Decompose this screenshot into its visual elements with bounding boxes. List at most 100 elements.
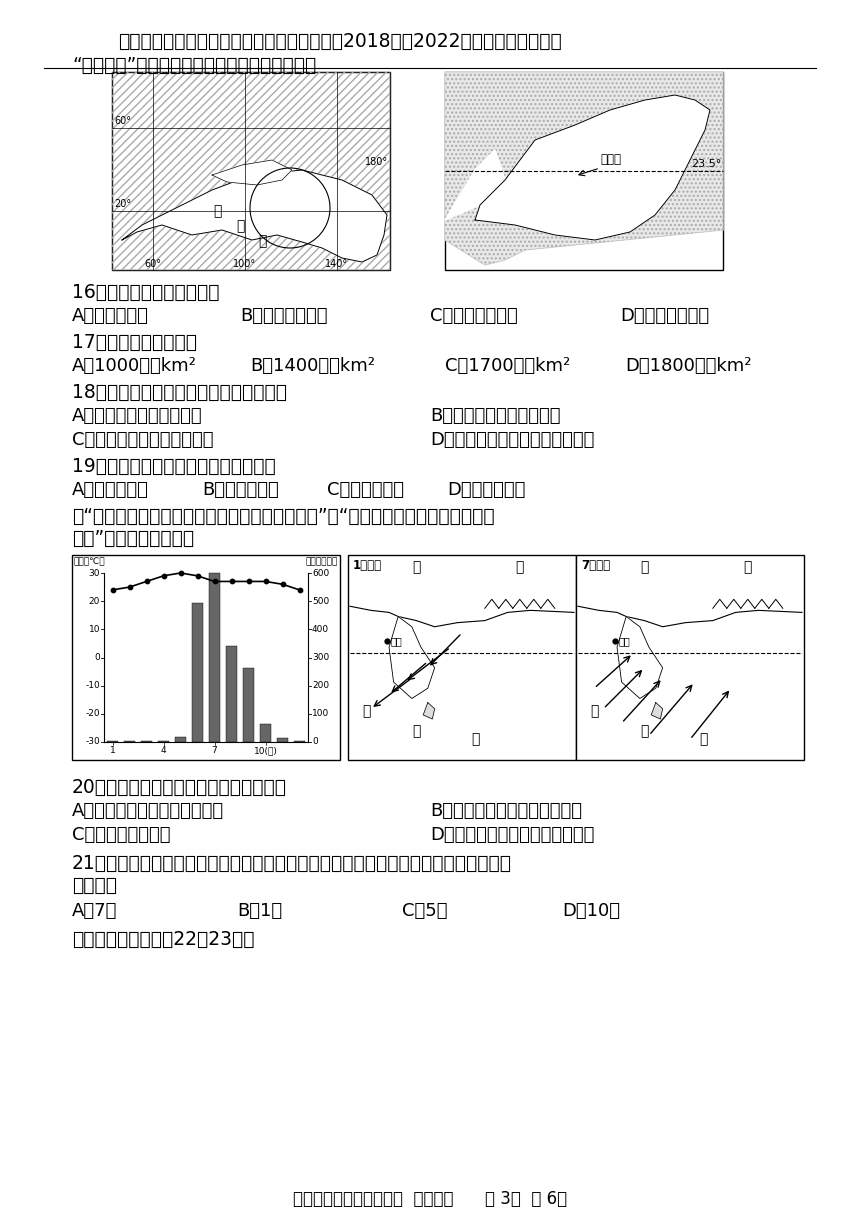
Text: 30: 30 — [89, 569, 100, 577]
Bar — [260, 724, 271, 742]
Text: 1月风向: 1月风向 — [353, 559, 382, 572]
Text: 400: 400 — [312, 625, 329, 634]
Text: -10: -10 — [85, 682, 100, 690]
Text: 140°: 140° — [325, 259, 348, 269]
Text: A．风能和水能: A．风能和水能 — [72, 307, 149, 324]
Point — [224, 572, 238, 592]
Text: 20．关于南亚气候特征的叙述，正确的是: 20．关于南亚气候特征的叙述，正确的是 — [72, 778, 287, 797]
Text: A．航空、铁路: A．航空、铁路 — [72, 481, 149, 499]
Text: 亚: 亚 — [412, 560, 421, 573]
Text: 七年级期末教学水平监测  地理试题      第 3页  共 6页: 七年级期末教学水平监测 地理试题 第 3页 共 6页 — [293, 1189, 567, 1208]
Text: 300: 300 — [312, 652, 329, 662]
Point — [275, 575, 289, 594]
Polygon shape — [445, 72, 723, 265]
Polygon shape — [445, 149, 505, 220]
Text: B．公路、海运: B．公路、海运 — [202, 481, 279, 499]
Polygon shape — [651, 702, 663, 719]
Point — [292, 581, 306, 600]
Text: D．铁路、公路: D．铁路、公路 — [447, 481, 525, 499]
Text: A．当地居民主要使用英语: A．当地居民主要使用英语 — [72, 407, 203, 425]
Polygon shape — [122, 170, 387, 262]
Text: 600: 600 — [312, 569, 329, 577]
Text: 世界杯足球赛是影响力最大的单项体育赛事，2018年与2022年将分别在俄罗斯和: 世界杯足球赛是影响力最大的单项体育赛事，2018年与2022年将分别在俄罗斯和 — [118, 32, 562, 51]
Text: 降水（毫米）: 降水（毫米） — [306, 556, 338, 566]
Text: C．石油和天然气: C．石油和天然气 — [430, 307, 518, 324]
Text: 4: 4 — [161, 746, 166, 755]
Point — [157, 566, 170, 586]
Text: 罗: 罗 — [236, 219, 244, 233]
Text: 洋: 洋 — [471, 733, 480, 746]
Text: 10: 10 — [89, 625, 100, 634]
Text: A．7月: A．7月 — [72, 902, 117, 920]
Text: 孟买: 孟买 — [390, 637, 402, 646]
Text: 17．俄罗斯国土面积是: 17．俄罗斯国土面积是 — [72, 333, 197, 352]
Text: D．水资源分配合理促进地区和平: D．水资源分配合理促进地区和平 — [430, 431, 594, 450]
Bar — [348, 555, 576, 761]
Text: D．西南季风给南亚带来丰沛降水: D．西南季风给南亚带来丰沛降水 — [430, 826, 594, 844]
Text: 500: 500 — [312, 597, 329, 605]
Bar — [576, 555, 804, 761]
Bar — [192, 603, 203, 742]
Bar — [445, 72, 723, 270]
Text: 1: 1 — [109, 746, 115, 755]
Text: 20: 20 — [89, 597, 100, 605]
Text: 洲: 洲 — [515, 560, 523, 573]
Polygon shape — [212, 160, 292, 185]
Text: 印: 印 — [362, 703, 371, 718]
Text: -20: -20 — [85, 710, 100, 718]
Text: D．10月: D．10月 — [562, 902, 620, 920]
Text: D．1800多万km²: D．1800多万km² — [625, 357, 752, 375]
Text: 10(月): 10(月) — [254, 746, 278, 755]
Bar — [209, 573, 220, 742]
Text: -30: -30 — [85, 738, 100, 746]
Text: 18．关于卡塔尔所在区域，叙述正确的是: 18．关于卡塔尔所在区域，叙述正确的是 — [72, 383, 287, 402]
Text: 洲: 洲 — [743, 560, 751, 573]
Text: C．雨季吹东北季风: C．雨季吹东北季风 — [72, 826, 170, 844]
Point — [174, 564, 187, 583]
Text: 斯: 斯 — [258, 234, 267, 248]
Text: B．1月: B．1月 — [237, 902, 282, 920]
Text: 23.5°: 23.5° — [691, 159, 721, 169]
Text: 21．孟买每年都会遭受热浪和高温的袭击，严重时会危及人的生命安全，这种现象最可: 21．孟买每年都会遭受热浪和高温的袭击，严重时会危及人的生命安全，这种现象最可 — [72, 854, 512, 874]
Text: 俄: 俄 — [212, 204, 221, 217]
Text: 60°: 60° — [144, 259, 162, 269]
Bar — [72, 555, 340, 761]
Text: 读“孟买各月气温和降水量月份分配图（下左图）”和“南亚一月、七月风向图（下右: 读“孟买各月气温和降水量月份分配图（下左图）”和“南亚一月、七月风向图（下右 — [72, 507, 494, 526]
Text: C．1700多万km²: C．1700多万km² — [445, 357, 570, 375]
Text: 0: 0 — [312, 738, 317, 746]
Text: B．煤炭和生物能: B．煤炭和生物能 — [240, 307, 328, 324]
Text: 孟买: 孟买 — [618, 637, 630, 646]
Point — [259, 572, 273, 592]
Text: 100: 100 — [312, 710, 329, 718]
Text: 气温（℃）: 气温（℃） — [74, 556, 106, 566]
Text: 16．两国共有的优势能源是: 16．两国共有的优势能源是 — [72, 283, 219, 303]
Text: 亚: 亚 — [640, 560, 648, 573]
Point — [191, 566, 205, 586]
Text: 0: 0 — [95, 652, 100, 662]
Polygon shape — [389, 616, 434, 699]
Text: 印: 印 — [590, 703, 599, 718]
Bar — [112, 72, 390, 270]
Text: A．1000多万km²: A．1000多万km² — [72, 357, 197, 375]
Text: 洋: 洋 — [699, 733, 708, 746]
Text: 180°: 180° — [365, 157, 388, 166]
Text: 200: 200 — [312, 682, 329, 690]
Point — [207, 572, 221, 592]
Text: D．水能和太阳能: D．水能和太阳能 — [620, 307, 709, 324]
Text: 60°: 60° — [114, 115, 131, 126]
Point — [123, 577, 137, 597]
Text: 度: 度 — [640, 724, 648, 739]
Text: 20°: 20° — [114, 199, 131, 209]
Text: A．一月吹东北季风，降水较多: A．一月吹东北季风，降水较多 — [72, 802, 224, 820]
Text: 100°: 100° — [233, 259, 256, 269]
Text: 度: 度 — [412, 724, 421, 739]
Bar — [112, 72, 390, 270]
Bar — [243, 667, 254, 742]
Text: 卡塔尔: 卡塔尔 — [600, 153, 621, 166]
Text: 图）”，完成下面小题。: 图）”，完成下面小题。 — [72, 529, 194, 548]
Text: C．农业以热带经济作物为主: C．农业以热带经济作物为主 — [72, 431, 213, 450]
Polygon shape — [475, 95, 710, 241]
Text: 能出现在: 能出现在 — [72, 876, 117, 895]
Text: B．1400多万km²: B．1400多万km² — [250, 357, 375, 375]
Polygon shape — [423, 702, 434, 719]
